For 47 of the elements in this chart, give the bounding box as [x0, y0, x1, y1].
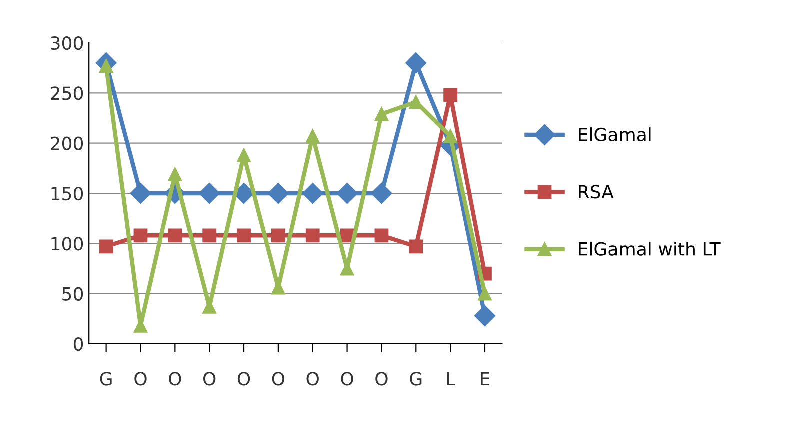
point — [130, 182, 152, 204]
point — [374, 107, 389, 122]
x-tick-label: O — [238, 372, 250, 386]
y-tick-label: 250 — [51, 86, 84, 100]
point — [444, 129, 458, 144]
y-tick-label: 150 — [52, 186, 84, 201]
point — [306, 129, 320, 144]
y-tick-label: 200 — [51, 136, 84, 150]
point — [302, 182, 324, 204]
x-tick-label: G — [410, 372, 422, 386]
legend-label: RSA — [579, 185, 614, 199]
legend-label: ElGamal with LT — [579, 242, 721, 256]
point — [271, 228, 286, 243]
x-tick-label: L — [447, 372, 456, 386]
legend-label: ElGamal — [579, 128, 651, 142]
point — [336, 182, 358, 204]
x-tick-label: O — [272, 372, 285, 386]
x-tick-label: O — [306, 372, 319, 386]
point — [268, 182, 289, 204]
point — [371, 182, 392, 204]
point — [374, 228, 389, 243]
point — [474, 305, 496, 326]
x-tick-label: G — [100, 372, 112, 386]
point — [199, 182, 220, 204]
y-tick-label: 50 — [62, 287, 84, 301]
x-tick-label: E — [481, 372, 490, 386]
point — [409, 240, 424, 254]
point — [406, 52, 427, 74]
point — [202, 228, 217, 243]
y-tick-label: 300 — [51, 36, 84, 50]
x-tick-label: O — [341, 372, 354, 386]
point — [168, 167, 182, 182]
point — [409, 95, 424, 110]
x-tick-label: O — [134, 372, 147, 386]
y-tick-label: 100 — [52, 237, 84, 251]
point — [478, 286, 492, 301]
x-tick-label: O — [169, 372, 182, 386]
x-tick-label: O — [376, 372, 388, 386]
point — [99, 240, 114, 254]
x-tick-label: O — [203, 372, 216, 386]
point — [168, 228, 182, 243]
point — [444, 88, 458, 102]
y-tick-label: 0 — [74, 337, 84, 352]
point — [134, 228, 148, 243]
point — [237, 228, 251, 243]
point — [306, 228, 320, 243]
point — [237, 148, 251, 162]
